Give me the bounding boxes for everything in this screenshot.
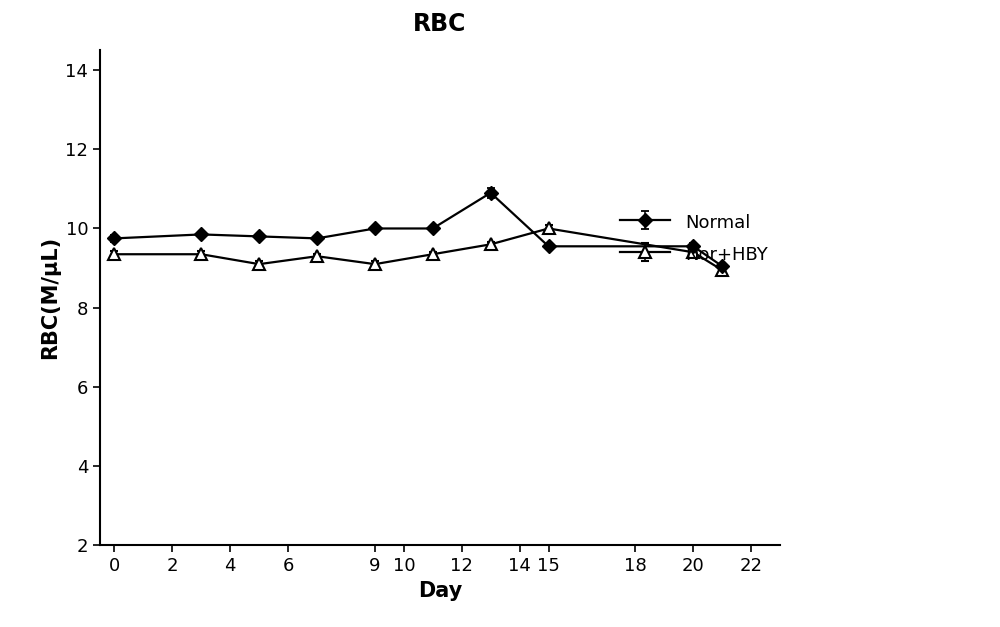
Y-axis label: RBC(M/μL): RBC(M/μL) (40, 236, 60, 359)
Legend: Normal, Nor+HBY: Normal, Nor+HBY (620, 213, 768, 264)
Title: RBC: RBC (413, 12, 467, 36)
X-axis label: Day: Day (418, 581, 462, 601)
